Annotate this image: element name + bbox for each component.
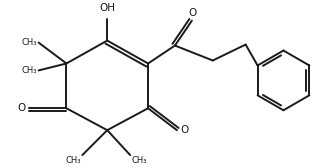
Text: O: O [189, 8, 197, 18]
Text: O: O [17, 103, 26, 113]
Text: CH₃: CH₃ [66, 156, 81, 165]
Text: CH₃: CH₃ [21, 38, 37, 47]
Text: CH₃: CH₃ [131, 156, 147, 165]
Text: OH: OH [99, 3, 115, 13]
Text: CH₃: CH₃ [21, 66, 37, 75]
Text: O: O [180, 125, 188, 135]
